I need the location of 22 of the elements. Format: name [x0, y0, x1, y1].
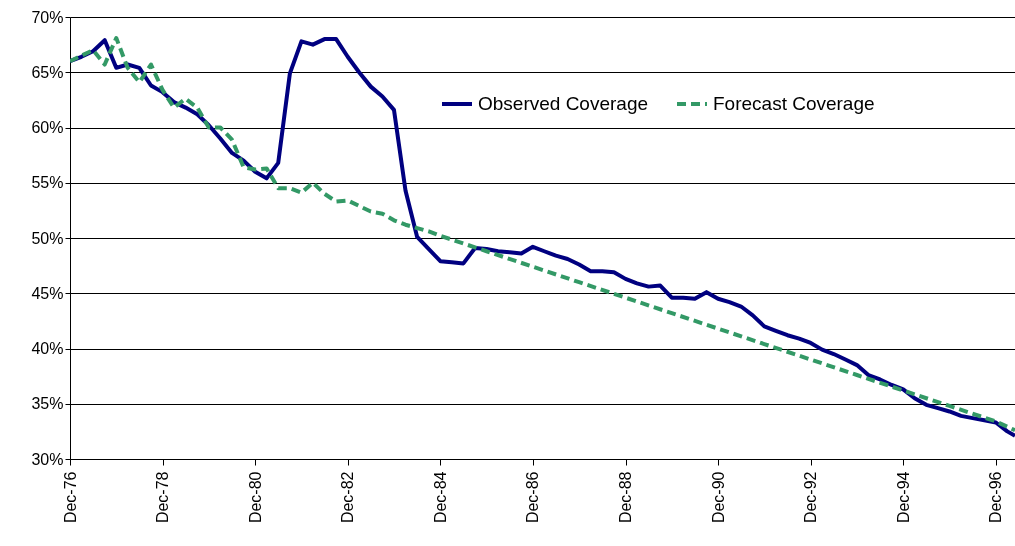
legend-label: Observed Coverage: [478, 93, 649, 114]
x-tick-label: Dec-96: [987, 471, 1005, 524]
legend-label: Forecast Coverage: [713, 93, 875, 114]
y-tick-label: 45%: [31, 284, 64, 302]
y-tick-label: 70%: [31, 8, 64, 26]
y-tick-label: 35%: [31, 395, 64, 413]
x-tick-label: Dec-88: [617, 471, 635, 524]
y-tick-label: 60%: [31, 119, 64, 136]
y-tick-label: 30%: [31, 450, 64, 468]
y-tick-label: 55%: [31, 174, 64, 192]
y-tick-label: 65%: [31, 63, 64, 81]
x-tick-label: Dec-92: [802, 471, 820, 524]
x-tick-label: Dec-90: [709, 471, 727, 524]
x-tick-label: Dec-84: [431, 471, 449, 524]
x-tick-label: Dec-82: [339, 471, 357, 524]
x-tick-label: Dec-94: [894, 471, 912, 524]
x-tick-label: Dec-76: [61, 471, 79, 524]
x-tick-label: Dec-86: [524, 471, 542, 524]
x-tick-label: Dec-80: [246, 471, 264, 524]
x-tick-label: Dec-78: [154, 471, 172, 524]
y-tick-label: 50%: [31, 229, 64, 247]
y-tick-label: 40%: [31, 340, 64, 357]
